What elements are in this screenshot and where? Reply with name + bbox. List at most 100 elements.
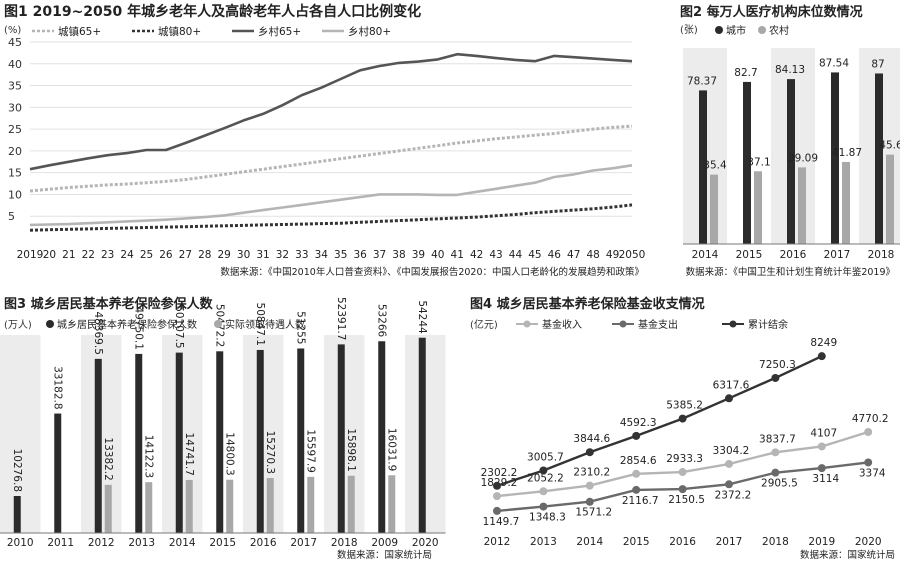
fig3-bar-recipients	[388, 475, 396, 533]
fig3-title: 图3 城乡居民基本养老保险参保人数	[4, 296, 214, 312]
fig2-ylabel: (张)	[680, 24, 698, 36]
fig3-bar-label-insured: 10276.8	[11, 449, 23, 492]
fig3-bar-insured	[297, 348, 305, 533]
fig4-source: 数据来源：国家统计局	[800, 549, 895, 561]
fig2-x-tick-label: 2016	[780, 249, 807, 261]
fig3-bar-recipients	[347, 475, 355, 533]
fig1-x-tick-label: 42	[470, 249, 483, 261]
fig1-x-tick-label: 43	[489, 249, 502, 261]
fig4-point	[725, 480, 733, 489]
fig1-series-line-2	[29, 203, 633, 232]
fig4-point	[771, 373, 780, 382]
fig3-bar-label-recipients: 13382.2	[102, 437, 114, 480]
fig4-point	[864, 428, 873, 437]
fig1-x-tick-label: 38	[392, 249, 405, 261]
fig3-bar-recipients	[307, 476, 315, 533]
fig4-data-label: 2933.3	[666, 453, 703, 465]
fig3-bars: 10276.8 33182.8 48369.5 13382.2 49750.1 14122…	[0, 297, 446, 534]
fig1-x-tick-label: 25	[140, 249, 153, 261]
fig1-x-tick-label: 41	[451, 249, 464, 261]
fig1-x-tick-label: 23	[101, 249, 114, 261]
fig2-bar-label-city: 82.7	[734, 67, 757, 79]
fig4-point	[771, 468, 780, 477]
fig3-bar-insured	[94, 358, 102, 533]
fig4-data-label: 1571.2	[575, 507, 612, 519]
fig2-bar-city	[875, 73, 883, 244]
fig1-x-tick-label: 30	[237, 249, 250, 261]
fig2-bar-label-rural: 37.1	[747, 156, 770, 168]
fig3-bar-insured	[418, 337, 426, 533]
fig3-x-tick-label: 2016	[250, 537, 277, 549]
fig1-x-tick-label: 47	[567, 249, 580, 261]
fig4-point	[585, 448, 594, 457]
fig4-data-label: 3374	[859, 467, 886, 479]
fig4-point	[585, 481, 594, 490]
fig3-bar-insured	[175, 352, 183, 533]
fig4-point	[678, 468, 687, 477]
fig3-chart: 图3 城乡居民基本养老保险参保人数 (万人) 10276.8 33182.8 483…	[0, 296, 446, 561]
fig2-x-tick-label: 2015	[736, 249, 763, 261]
fig1-legend: 城镇65+ 城镇80+ 乡村65+ 乡村80+	[32, 25, 391, 38]
fig1-x-tick-label: 35	[334, 249, 347, 261]
fig2-bar-rural	[842, 161, 850, 244]
fig4-x-tick-label: 2016	[669, 536, 696, 548]
fig2-bar-city	[787, 79, 795, 245]
fig4-point	[632, 485, 641, 494]
fig1-x-tick-label: 31	[256, 249, 269, 261]
fig3-bar-insured	[216, 351, 224, 533]
fig3-x-tick-label: 2017	[290, 537, 317, 549]
fig1-y-tick-label: 25	[8, 123, 22, 136]
fig3-x-tick-label: 2014	[169, 537, 196, 549]
fig3-bar-label-insured: 52391.7	[335, 297, 347, 340]
fig4-data-label: 2854.6	[620, 455, 657, 467]
fig3-bar-recipients	[104, 484, 112, 533]
fig4-x-tick-label: 2020	[855, 536, 882, 548]
fig4-legend-label: 基金收入	[542, 318, 582, 331]
fig1-x-tick-label: 32	[276, 249, 289, 261]
fig1-series-line-4	[29, 164, 633, 227]
fig4-ylabel: (亿元)	[470, 318, 498, 331]
fig4-point	[864, 458, 873, 467]
fig4-data-label: 4592.3	[620, 417, 657, 429]
fig2-x-tick-label: 2017	[824, 249, 851, 261]
fig4-data-label: 5385.2	[666, 400, 703, 412]
fig2-bar-city	[831, 72, 839, 244]
fig3-source: 数据来源：国家统计局	[337, 549, 432, 561]
fig4-legend-label: 累计结余	[748, 318, 788, 331]
fig4-legend-marker	[729, 320, 737, 328]
fig1-title: 图1 2019~2050 年城乡老年人及高龄老年人占各自人口比例变化	[4, 3, 421, 20]
fig3-bar-label-insured: 50847.1	[254, 303, 266, 346]
fig4-point	[539, 466, 548, 475]
fig3-bar-insured	[13, 496, 21, 533]
fig2-bars: 78.37 35.4 82.7 37.1 84.13 39.09 87.54 41.87 87 4…	[683, 57, 900, 245]
fig1-chart: 图1 2019~2050 年城乡老年人及高龄老年人占各自人口比例变化 (%) 5…	[4, 3, 645, 278]
fig1-x-tick-label: 2050	[619, 249, 646, 261]
fig1-x-tick-label: 49	[606, 249, 619, 261]
fig3-bar-label-insured: 50107.5	[173, 305, 185, 348]
fig2-title: 图2 每万人医疗机构床位数情况	[680, 4, 863, 20]
fig4-point	[632, 469, 641, 478]
fig3-bar-insured	[337, 344, 345, 533]
fig1-series-line-1	[29, 124, 633, 193]
fig4-legend-label: 基金支出	[638, 318, 678, 331]
fig2-chart: 图2 每万人医疗机构床位数情况 (张) 78.37 35.4 82.7 37.1 84.…	[680, 4, 900, 278]
fig4-point	[493, 506, 501, 515]
fig1-legend-label: 乡村65+	[258, 25, 301, 38]
fig2-bar-label-city: 87.54	[819, 57, 849, 69]
fig1-y-tick-labels: 5 10 15 20 25 30 35 40 45	[8, 36, 22, 223]
fig4-point	[585, 497, 594, 506]
fig3-bar-recipients	[266, 478, 274, 533]
fig3-legend-swatch	[46, 320, 54, 328]
fig4-x-tick-label: 2018	[762, 536, 789, 548]
fig4-data-label: 2905.5	[761, 478, 798, 490]
fig2-legend: 城市 农村	[715, 24, 789, 37]
fig4-data-label: 4107	[810, 427, 837, 439]
fig1-y-tick-label: 10	[8, 188, 22, 201]
fig3-x-tick-label: 2013	[128, 537, 155, 549]
fig4-data-label: 3304.2	[713, 445, 750, 457]
fig2-x-tick-labels: 2014 2015 2016 2017 2018	[692, 249, 895, 261]
fig3-bar-label-recipients: 14741.7	[183, 433, 195, 476]
fig4-data-label: 2310.2	[573, 467, 610, 479]
fig3-bar-insured	[54, 413, 62, 533]
fig4-point	[493, 481, 501, 490]
